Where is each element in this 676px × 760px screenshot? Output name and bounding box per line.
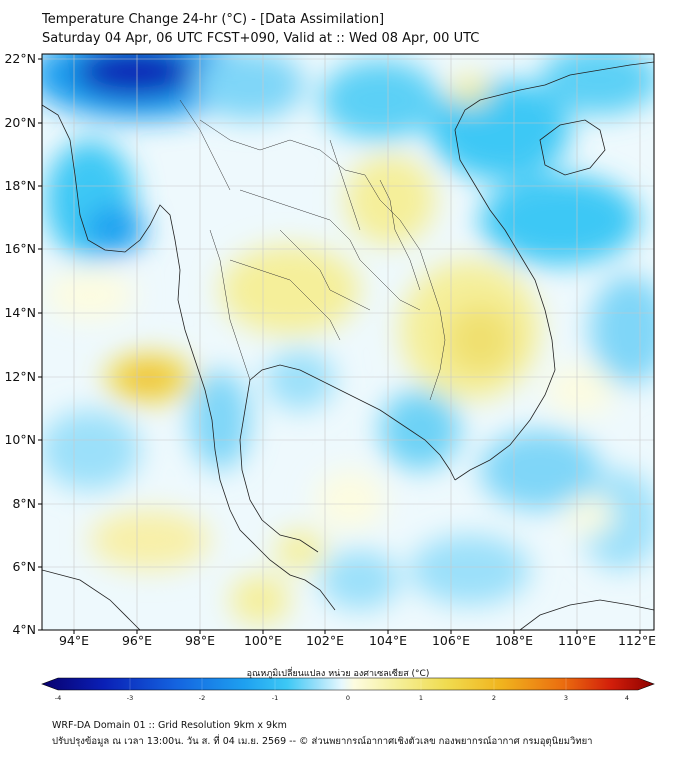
axis-ticks	[38, 58, 641, 634]
lat-label-20n: 20°N	[4, 115, 36, 130]
lon-label-100e: 100°E	[243, 633, 282, 648]
lon-label-110e: 110°E	[557, 633, 596, 648]
lon-label-112e: 112°E	[617, 633, 656, 648]
lat-label-4n: 4°N	[12, 622, 36, 637]
map-subtitle: Saturday 04 Apr, 06 UTC FCST+090, Valid …	[42, 31, 480, 46]
lat-label-14n: 14°N	[4, 305, 36, 320]
lat-label-10n: 10°N	[4, 432, 36, 447]
colorbar-tick: -3	[126, 694, 134, 702]
lat-label-6n: 6°N	[12, 559, 36, 574]
footer-model-info: WRF-DA Domain 01 :: Grid Resolution 9km …	[52, 720, 287, 731]
lat-label-8n: 8°N	[12, 496, 36, 511]
lon-label-106e: 106°E	[431, 633, 470, 648]
colorbar-title: อุณหภูมิเปลี่ยนแปลง หน่วย องศาเซลเซียส (…	[246, 669, 430, 679]
province-borders	[179, 99, 446, 401]
lon-label-102e: 102°E	[305, 633, 344, 648]
coastlines	[42, 61, 654, 630]
colorbar-tick: -2	[198, 694, 206, 702]
lat-label-16n: 16°N	[4, 241, 36, 256]
lon-label-96e: 96°E	[121, 633, 153, 648]
map-frame	[41, 53, 655, 631]
lon-label-98e: 98°E	[184, 633, 216, 648]
map-title: Temperature Change 24-hr (°C) - [Data As…	[42, 12, 385, 27]
lon-label-108e: 108°E	[494, 633, 533, 648]
colorbar-tick: 4	[624, 694, 630, 702]
lat-label-12n: 12°N	[4, 369, 36, 384]
colorbar-tick: 3	[563, 694, 569, 702]
colorbar-tick: -4	[54, 694, 62, 702]
lat-label-18n: 18°N	[4, 178, 36, 193]
colorbar-tick: -1	[271, 694, 279, 702]
lat-label-22n: 22°N	[4, 51, 36, 66]
colorbar-tick: 0	[345, 694, 351, 702]
temperature-field	[42, 54, 654, 630]
colorbar-tick: 1	[418, 694, 424, 702]
lon-label-94e: 94°E	[58, 633, 90, 648]
lon-label-104e: 104°E	[368, 633, 407, 648]
gridlines	[42, 54, 654, 630]
colorbar	[41, 677, 655, 691]
footer-credit: ปรับปรุงข้อมูล ณ เวลา 13:00น. วัน ส. ที่…	[52, 736, 593, 747]
colorbar-tick: 2	[491, 694, 497, 702]
